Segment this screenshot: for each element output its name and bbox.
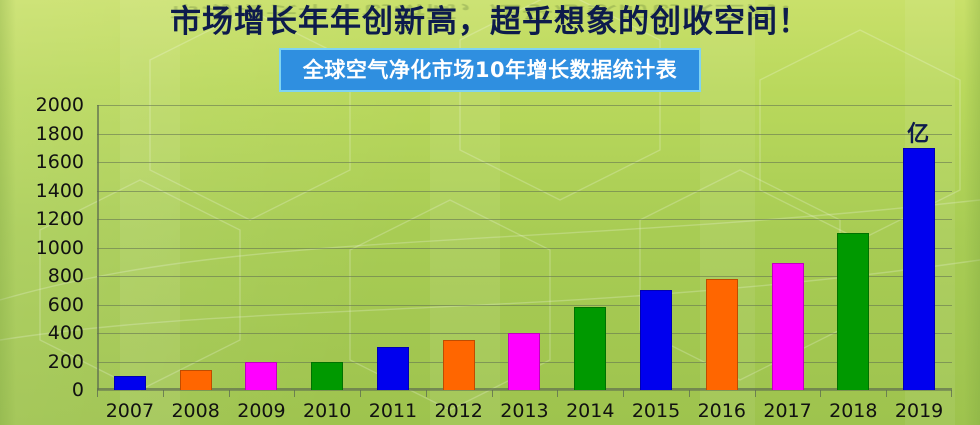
x-tick-label-2018: 2018 [829,400,878,422]
y-tick-label: 1200 [35,208,84,230]
x-tick-label-2012: 2012 [434,400,483,422]
bar-slot[interactable] [492,105,558,390]
page-headline: 市场增长年年创新高，超乎想象的创收空间！ [170,4,810,40]
y-tick-label: 1800 [35,122,84,145]
y-tick-label: 800 [47,265,84,287]
y-tick-label: 1000 [35,236,84,259]
gridline [97,105,952,106]
bar-2018[interactable] [837,233,870,390]
unit-label: 亿 [907,121,930,147]
x-tick-label-2008: 2008 [171,400,220,422]
bar-chart: 2000 1800 1600 1400 1200 1000 800 600 400 200 0 20… [0,94,980,425]
bar-slot[interactable] [360,105,426,390]
x-tick [294,390,296,397]
bar-slot[interactable] [97,105,163,390]
x-tick [886,390,888,397]
x-tick [162,390,164,397]
subtitle-banner-wrap: 全球空气净化市场10年增长数据统计表 [0,48,980,92]
gridline [97,190,952,192]
x-tick [820,390,822,397]
x-tick [360,390,362,397]
gridline [97,133,952,135]
bar-2007[interactable] [113,375,146,390]
y-tick-label: 400 [47,322,84,344]
x-tick-label-2009: 2009 [237,400,286,422]
x-tick-label-2016: 2016 [697,400,746,422]
x-axis-labels: 2007 2008 2009 2010 2011 2012 2013 2014 2015 2016… [97,400,952,422]
bar-2012[interactable] [442,340,475,390]
x-tick-label-2007: 2007 [105,400,155,422]
bar-series [97,105,952,390]
gridline [97,276,952,277]
bar-slot[interactable] [229,105,295,390]
bar-slot[interactable] [163,105,229,390]
gridline [97,390,952,391]
x-tick [425,390,427,397]
y-tick-label: 0 [71,379,84,401]
bar-2009[interactable] [245,362,278,390]
bar-slot[interactable] [820,105,886,390]
gridline [97,219,952,220]
x-tick-label-2014: 2014 [566,400,615,422]
bar-slot[interactable] [886,105,952,390]
bar-2016[interactable] [705,278,738,390]
subtitle-banner: 全球空气净化市场10年增长数据统计表 [278,48,702,92]
y-tick-label: 2000 [35,94,84,116]
x-tick-label-2015: 2015 [631,400,681,422]
bar-slot[interactable] [294,105,360,390]
plot-area: 2000 1800 1600 1400 1200 1000 800 600 400 200 0 [36,94,952,401]
gridline [97,247,952,249]
bar-2008[interactable] [179,370,212,390]
bar-slot[interactable] [755,105,821,390]
gridline [97,304,952,306]
bar-slot[interactable] [689,105,755,390]
x-tick [754,390,756,397]
bar-2014[interactable] [574,307,607,390]
x-tick [491,390,493,397]
gridline [97,162,952,163]
bar-2015[interactable] [640,290,672,390]
x-tick-label-2011: 2011 [368,400,418,422]
x-tick-label-2017: 2017 [763,400,812,422]
x-tick [623,390,625,397]
x-tick-label-2019: 2019 [894,400,944,422]
y-tick-label: 600 [47,293,84,316]
bar-slot[interactable] [623,105,689,390]
bar-2013[interactable] [508,333,541,390]
y-tick-label: 1400 [35,179,84,202]
bar-slot[interactable] [557,105,623,390]
x-tick [97,390,98,397]
x-tick [228,390,230,397]
x-tick-label-2013: 2013 [500,400,549,422]
x-tick [557,390,559,397]
x-tick-label-2010: 2010 [303,400,352,422]
y-tick-label: 200 [47,350,84,373]
bar-2019[interactable] [903,147,936,390]
x-tick [688,390,690,397]
y-tick-label: 1600 [35,151,84,173]
bar-slot[interactable] [426,105,492,390]
bar-2010[interactable] [311,361,344,390]
x-tick [951,390,952,397]
bar-2017[interactable] [771,263,804,390]
bar-2011[interactable] [376,347,409,390]
